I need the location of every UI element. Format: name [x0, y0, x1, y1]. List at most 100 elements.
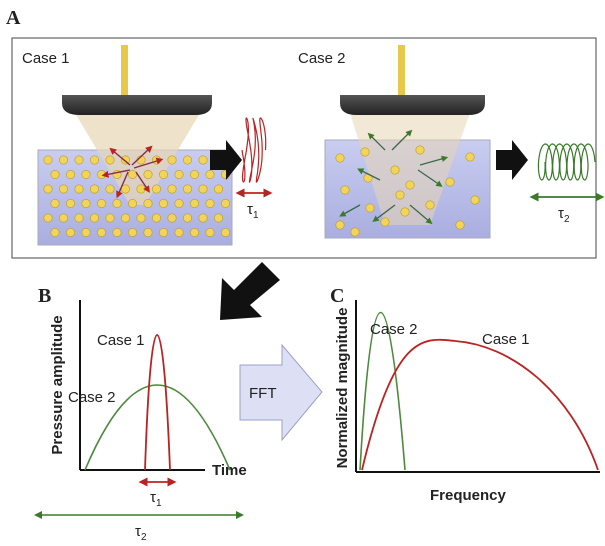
- arrow: [220, 262, 280, 320]
- particle: [81, 170, 91, 180]
- particle: [81, 199, 91, 209]
- particle: [335, 153, 345, 163]
- panel-label: A: [6, 7, 21, 29]
- particle: [74, 155, 84, 165]
- particle: [350, 227, 360, 237]
- tau-label: τ2: [135, 523, 147, 543]
- particle: [50, 170, 60, 180]
- curve-label: Case 2: [68, 389, 116, 406]
- particle: [174, 170, 184, 180]
- particle: [43, 155, 53, 165]
- particle: [143, 170, 153, 180]
- particle: [90, 213, 100, 223]
- particle: [214, 213, 224, 223]
- particle: [50, 199, 60, 209]
- rod: [121, 45, 128, 97]
- particle: [190, 199, 200, 209]
- particle: [58, 155, 68, 165]
- particle: [190, 170, 200, 180]
- particle: [105, 155, 115, 165]
- particle: [167, 155, 177, 165]
- axis-label: Normalized magnitude: [334, 308, 351, 469]
- particle: [174, 228, 184, 238]
- panel-label: B: [38, 285, 51, 307]
- particle: [128, 199, 138, 209]
- panel-label: C: [330, 285, 344, 307]
- tau-label: τ1: [150, 489, 162, 509]
- particle: [43, 213, 53, 223]
- rod: [398, 45, 405, 97]
- particle: [128, 228, 138, 238]
- curve: [359, 312, 406, 471]
- particle: [112, 199, 122, 209]
- case-title: Case 2: [298, 50, 346, 67]
- particle: [66, 199, 76, 209]
- case-title: Case 1: [22, 50, 70, 67]
- particle: [97, 170, 107, 180]
- particle: [335, 220, 345, 230]
- particle: [74, 213, 84, 223]
- particle: [50, 228, 60, 238]
- particle: [143, 199, 153, 209]
- particle: [183, 213, 193, 223]
- particle: [105, 184, 115, 194]
- particle: [152, 184, 162, 194]
- particle: [90, 155, 100, 165]
- particle: [136, 184, 146, 194]
- particle: [58, 213, 68, 223]
- particle: [415, 145, 425, 155]
- particle: [90, 184, 100, 194]
- fft-label: FFT: [249, 385, 277, 402]
- particles: [335, 145, 480, 237]
- particle: [400, 207, 410, 217]
- particle: [159, 228, 169, 238]
- arrow: [210, 140, 242, 180]
- particle: [340, 185, 350, 195]
- particle: [167, 213, 177, 223]
- particle: [365, 203, 375, 213]
- particle: [390, 165, 400, 175]
- arrow: [496, 140, 528, 180]
- particle: [205, 199, 215, 209]
- particle: [205, 170, 215, 180]
- tau-label: τ1: [247, 201, 259, 221]
- axis-label: Time: [212, 462, 247, 479]
- waveform: [241, 117, 267, 184]
- particle: [470, 195, 480, 205]
- particles: [43, 155, 231, 238]
- particle: [112, 228, 122, 238]
- particle: [121, 213, 131, 223]
- curve: [361, 338, 599, 471]
- particle: [97, 228, 107, 238]
- particle: [97, 199, 107, 209]
- particle: [143, 228, 153, 238]
- particle: [128, 170, 138, 180]
- particle: [152, 213, 162, 223]
- beam: [350, 113, 470, 225]
- transducer: [62, 95, 212, 115]
- particle: [190, 228, 200, 238]
- particle: [221, 199, 231, 209]
- curve-label: Case 2: [370, 321, 418, 338]
- particle: [445, 177, 455, 187]
- fft-arrow: [239, 343, 323, 442]
- particle: [405, 180, 415, 190]
- particle: [66, 228, 76, 238]
- particle: [167, 184, 177, 194]
- particle: [183, 184, 193, 194]
- particle: [159, 170, 169, 180]
- particle: [174, 199, 184, 209]
- particle: [360, 147, 370, 157]
- particle: [214, 184, 224, 194]
- particle: [425, 200, 435, 210]
- particle: [395, 190, 405, 200]
- particle: [198, 213, 208, 223]
- particle: [159, 199, 169, 209]
- particle: [81, 228, 91, 238]
- particle: [105, 213, 115, 223]
- particle: [380, 217, 390, 227]
- axis-label: Frequency: [430, 487, 507, 504]
- particle: [205, 228, 215, 238]
- particle: [465, 152, 475, 162]
